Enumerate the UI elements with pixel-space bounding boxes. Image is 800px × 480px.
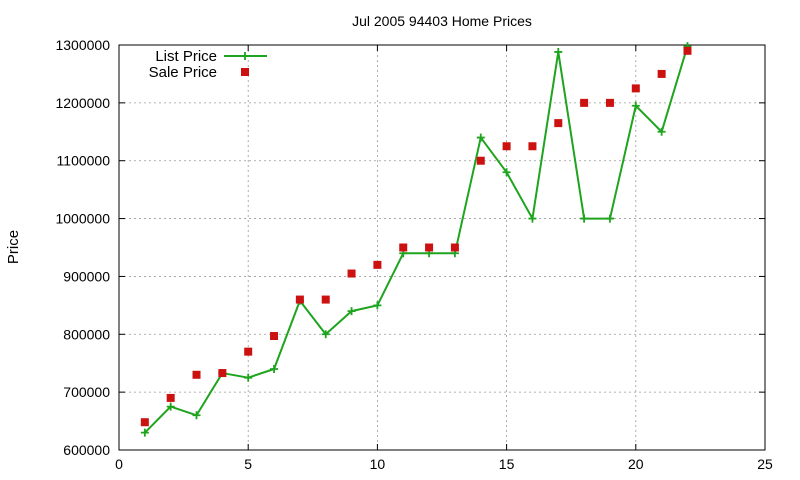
x-tick-label: 20 <box>628 456 644 472</box>
list-price-point <box>244 373 253 382</box>
sale-price-point <box>657 69 666 78</box>
list-price-point <box>270 365 279 373</box>
sale-price-point <box>450 243 459 252</box>
sale-price-point <box>218 369 227 378</box>
y-tick-label: 1100000 <box>57 153 111 169</box>
list-price-point <box>580 214 589 223</box>
y-tick-label: 1300000 <box>55 37 110 53</box>
x-tick-label: 5 <box>244 456 252 472</box>
sale-price-point <box>476 156 485 165</box>
y-tick-label: 800000 <box>63 326 110 342</box>
x-tick-labels: 0 5 10 15 20 25 <box>115 456 773 472</box>
sale-price-point <box>580 98 589 107</box>
x-tick-label: 25 <box>757 456 773 472</box>
list-price-point <box>373 301 382 310</box>
series-layer <box>140 42 692 437</box>
y-tick-label: 1200000 <box>55 95 110 111</box>
sale-price-point <box>502 142 511 151</box>
list-price-point <box>166 402 175 411</box>
list-price-point <box>528 214 537 223</box>
sale-price-point <box>192 370 201 379</box>
x-tick-label: 15 <box>499 456 515 472</box>
sale-price-point <box>528 142 537 151</box>
sale-price-point <box>321 295 330 304</box>
legend-label-sale-price: Sale Price <box>149 64 217 81</box>
list-price-point <box>554 47 563 56</box>
y-tick-labels: 600000 700000 800000 900000 1000000 1100000 12… <box>55 37 110 458</box>
list-price-point <box>347 307 356 316</box>
list-price-line <box>144 45 689 434</box>
sale-price-point <box>554 119 563 128</box>
sale-price-point <box>373 260 382 269</box>
list-price-point <box>631 101 640 110</box>
list-price-point <box>657 127 666 136</box>
sale-price-point <box>399 243 408 252</box>
x-tick-label: 0 <box>115 456 123 472</box>
sale-price-point <box>347 269 356 278</box>
sale-price-point <box>425 243 434 252</box>
legend-label-list-price: List Price <box>155 48 217 65</box>
sale-price-point <box>683 46 692 55</box>
y-axis-label: Price <box>5 230 22 264</box>
sale-price-point <box>631 84 640 93</box>
list-price-point <box>192 411 201 420</box>
sale-price-point <box>166 393 175 402</box>
sale-price-point <box>244 347 253 356</box>
plot-frame <box>118 44 766 451</box>
sale-price-point <box>605 98 614 107</box>
list-price-point <box>140 428 149 437</box>
sale-price-point <box>140 418 149 427</box>
sale-price-point <box>295 295 304 304</box>
y-tick-label: 900000 <box>63 268 110 284</box>
axis-ticks <box>118 44 766 451</box>
sale-price-point <box>270 332 279 341</box>
y-tick-label: 1000000 <box>55 211 110 227</box>
list-price-point <box>605 214 614 223</box>
y-tick-label: 600000 <box>63 442 110 458</box>
y-tick-label: 700000 <box>63 384 110 400</box>
legend-marker-list-price <box>241 52 249 60</box>
legend-marker-sale-price <box>241 68 249 76</box>
grid-lines <box>119 45 765 450</box>
chart-title: Jul 2005 94403 Home Prices <box>352 13 532 29</box>
list-price-point <box>321 330 330 339</box>
x-tick-label: 10 <box>370 456 386 472</box>
list-price-point <box>502 168 511 177</box>
list-price-point <box>476 133 485 142</box>
